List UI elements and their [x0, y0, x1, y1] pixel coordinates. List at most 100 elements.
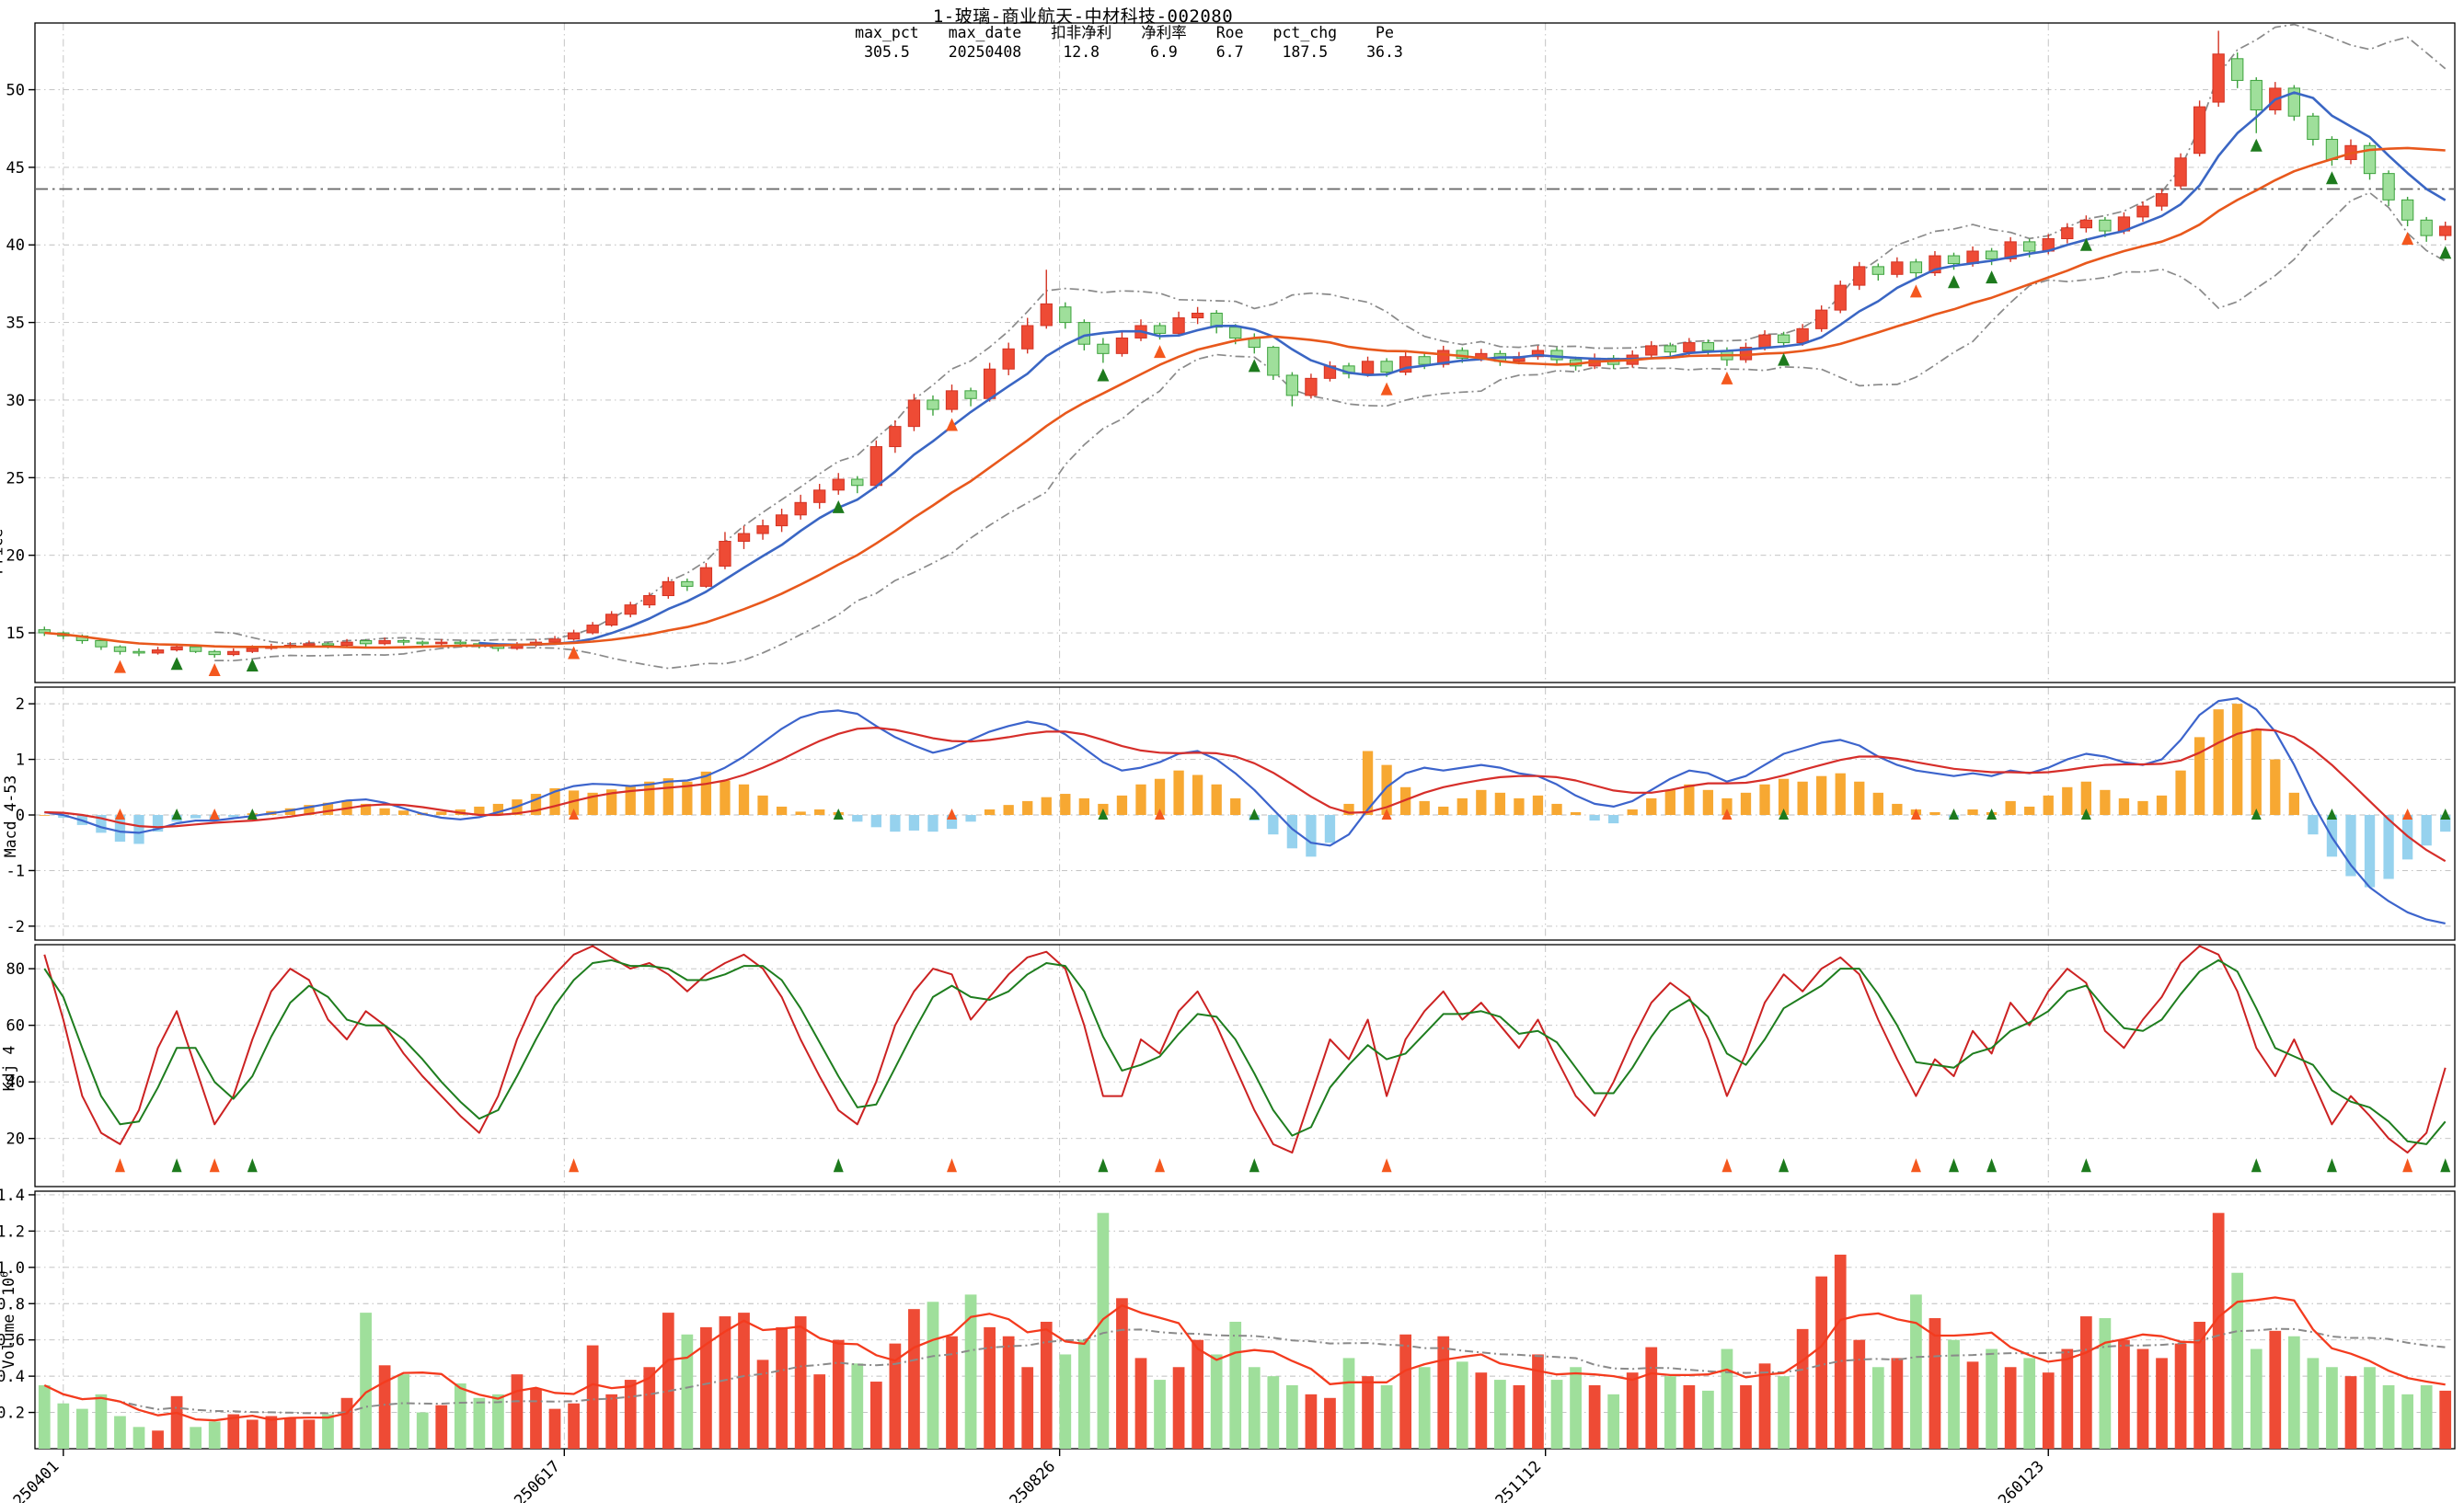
- macd-histogram-bar: [1343, 803, 1354, 816]
- candle-body: [2363, 144, 2377, 175]
- volume-bar: [322, 1414, 334, 1449]
- candle-body: [416, 641, 429, 645]
- price-signal-marker: [113, 660, 126, 673]
- volume-bar: [1418, 1367, 1431, 1449]
- macd-histogram-bar: [1532, 795, 1544, 816]
- candle-body: [1909, 261, 1923, 274]
- macd-histogram-bar: [1268, 815, 1279, 835]
- price-signal-marker: [2079, 237, 2092, 251]
- x-axis-date-label: 250401: [10, 1457, 63, 1503]
- macd-histogram-bar: [322, 802, 334, 816]
- volume-bar: [1172, 1367, 1185, 1449]
- volume-bar: [208, 1421, 221, 1449]
- macd-histogram-bar: [2270, 759, 2281, 816]
- candle-body: [2193, 106, 2206, 155]
- macd-histogram-bar: [870, 815, 881, 828]
- macd-histogram-bar: [2100, 789, 2111, 816]
- kdj-signal-marker: [947, 1158, 958, 1173]
- volume-bar: [946, 1336, 958, 1449]
- candle-body: [378, 639, 391, 645]
- volume-bar: [473, 1397, 486, 1449]
- macd-histogram-bar: [492, 803, 504, 816]
- candle-body: [397, 639, 410, 643]
- volume-bar: [719, 1316, 731, 1449]
- candle-body: [756, 525, 769, 534]
- volume-bar: [927, 1302, 939, 1449]
- candle-body: [1947, 255, 1961, 264]
- volume-ma-fast-line: [43, 1296, 2446, 1422]
- volume-bar: [700, 1326, 712, 1449]
- candle-body: [1758, 334, 1771, 349]
- candle-body: [851, 478, 864, 487]
- volume-bar: [2193, 1321, 2205, 1449]
- candle-body: [1002, 348, 1015, 370]
- volume-bar: [454, 1383, 466, 1449]
- volume-bar: [1116, 1298, 1128, 1449]
- macd-histogram-bar: [1230, 797, 1241, 816]
- macd-histogram-bar: [1721, 797, 1733, 816]
- macd-histogram-bar: [474, 806, 485, 816]
- volume-bar: [57, 1403, 70, 1449]
- macd-histogram-bar: [1022, 800, 1033, 816]
- volume-bar: [340, 1397, 353, 1449]
- candle-body: [227, 650, 240, 656]
- candle-body: [2023, 241, 2036, 252]
- chart-title: 1-玻璃-商业航天-中材科技-002080: [932, 6, 1234, 27]
- macd-histogram-bar: [2156, 795, 2168, 816]
- volume-bar: [2231, 1272, 2244, 1449]
- volume-bar: [1040, 1321, 1053, 1449]
- axis-tick-label: 0.2: [0, 1405, 25, 1423]
- kdj-signal-marker: [1721, 1158, 1733, 1173]
- macd-histogram-bar: [2232, 704, 2243, 816]
- candle-body: [719, 540, 731, 567]
- candle-body: [2212, 53, 2225, 103]
- macd-histogram-bar: [682, 781, 693, 816]
- macd-histogram-bar: [2440, 815, 2451, 832]
- volume-bar: [114, 1416, 126, 1449]
- volume-bar: [511, 1374, 524, 1449]
- candle-body: [1305, 377, 1318, 396]
- candle-body: [1021, 325, 1034, 350]
- macd-histogram-bar: [190, 815, 201, 819]
- candle-body: [1418, 356, 1431, 365]
- annotation-value: 36.3: [1366, 42, 1403, 61]
- price-signal-marker: [946, 418, 959, 431]
- volume-bar: [1758, 1363, 1771, 1449]
- macd-histogram-bar: [568, 790, 580, 816]
- volume-bar: [2326, 1367, 2338, 1449]
- macd-histogram-bar: [700, 771, 712, 816]
- candle-body: [1077, 322, 1091, 345]
- volume-bar: [190, 1427, 202, 1449]
- macd-histogram-bar: [1627, 809, 1638, 816]
- candle-body: [1645, 345, 1658, 356]
- volume-bar: [1002, 1336, 1015, 1449]
- macd-signal-marker: [1155, 809, 1166, 820]
- volume-bar: [794, 1316, 807, 1449]
- macd-histogram-bar: [1286, 815, 1298, 849]
- volume-bar: [1399, 1334, 1412, 1449]
- volume-bar: [756, 1360, 769, 1449]
- macd-histogram-bar: [2308, 815, 2319, 835]
- volume-bar: [530, 1388, 542, 1449]
- volume-bar: [832, 1339, 845, 1449]
- volume-bar: [1380, 1384, 1393, 1449]
- macd-histogram-bar: [1192, 774, 1203, 816]
- annotation-label: 扣非净利: [1051, 24, 1112, 41]
- price-signal-marker: [1097, 368, 1110, 382]
- kdj-signal-marker: [1910, 1158, 1921, 1173]
- candle-body: [927, 399, 939, 410]
- candle-body: [586, 625, 599, 634]
- volume-bar: [170, 1395, 183, 1449]
- annotation-value: 20250408: [948, 42, 1022, 61]
- financial-annotation: max_pct max_date 扣非净利 净利率 Roe pct_chg Pe 305.5…: [840, 24, 1418, 62]
- volume-bar: [1910, 1294, 1922, 1449]
- axis-tick-label: 40: [6, 1073, 25, 1092]
- price-signal-marker: [568, 646, 581, 660]
- axis-tick-label: 1: [16, 752, 25, 770]
- volume-bar: [1362, 1376, 1374, 1449]
- annotation-label: Pe: [1376, 24, 1394, 41]
- kdj-signal-marker: [1155, 1158, 1166, 1173]
- macd-histogram-bar: [662, 778, 674, 816]
- kdj-signal-marker: [2440, 1158, 2451, 1173]
- axis-tick-label: -1: [6, 862, 25, 880]
